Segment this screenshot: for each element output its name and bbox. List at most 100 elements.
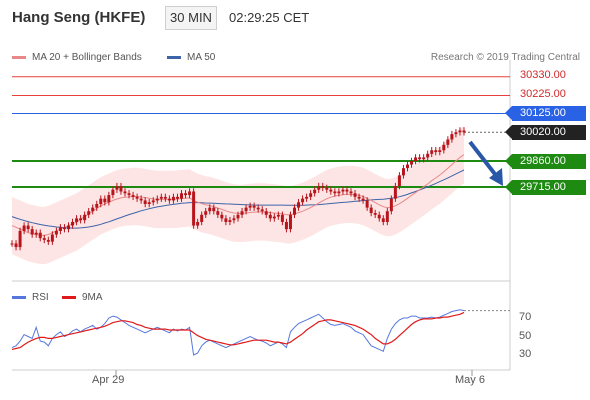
rsi-swatch <box>12 296 26 299</box>
rsi-line <box>11 309 465 356</box>
candle-body <box>369 207 373 213</box>
candle-body <box>151 200 155 203</box>
candle-body <box>123 191 127 194</box>
candle-body <box>196 221 200 226</box>
candle-body <box>365 200 369 208</box>
candle-body <box>240 211 244 215</box>
date-label-apr29: Apr 29 <box>92 374 125 386</box>
candle-body <box>293 207 296 215</box>
candle-body <box>349 191 353 194</box>
candle-body <box>175 196 179 199</box>
candle-body <box>143 200 147 205</box>
candle-body <box>147 202 151 205</box>
candle-body <box>67 225 70 230</box>
candle-body <box>410 161 414 165</box>
candle-body <box>280 214 284 222</box>
candle-body <box>430 150 434 154</box>
candle-body <box>159 196 163 199</box>
candle-body <box>99 198 103 205</box>
ma9-swatch <box>62 296 76 299</box>
bollinger-band <box>12 126 464 265</box>
timeframe-selector[interactable]: 30 MIN <box>165 6 217 30</box>
candle-body <box>309 193 313 197</box>
candle-body <box>276 214 280 217</box>
candle-body <box>192 191 196 226</box>
candle-body <box>26 225 30 230</box>
candle-body <box>155 198 159 201</box>
candle-body <box>446 139 450 145</box>
candle-body <box>83 214 87 221</box>
candle-body <box>385 211 389 222</box>
candle-body <box>389 198 393 212</box>
candle-body <box>264 211 268 215</box>
price-label-support: 29860.00 <box>505 153 586 169</box>
candle-body <box>422 157 426 160</box>
candle-body <box>58 227 62 231</box>
symbol-title: Hang Seng (HKFE) <box>12 9 146 26</box>
candle-body <box>135 196 139 199</box>
candle-body <box>301 198 305 203</box>
ma20-swatch <box>12 56 26 59</box>
candle-body <box>438 150 442 153</box>
legend-9ma-label: 9MA <box>82 292 103 303</box>
candle-body <box>46 239 50 242</box>
candle-body <box>127 193 131 196</box>
legend-ma50-label: MA 50 <box>187 52 216 63</box>
chart-header: Hang Seng (HKFE) 30 MIN 02:29:25 CET <box>0 0 590 36</box>
research-credit: Research © 2019 Trading Central <box>430 52 580 63</box>
candle-body <box>297 202 301 208</box>
candle-body <box>30 229 34 235</box>
candle-body <box>393 186 397 199</box>
candle-body <box>184 193 188 196</box>
candle-body <box>139 198 143 201</box>
candle-body <box>18 230 22 248</box>
candle-body <box>236 214 240 219</box>
candle-body <box>337 191 341 194</box>
timestamp: 02:29:25 CET <box>229 10 310 25</box>
candle-body <box>401 168 405 176</box>
candle-body <box>313 189 317 194</box>
candle-body <box>62 227 66 230</box>
candle-body <box>42 238 46 240</box>
rsi-ma-line <box>11 311 465 350</box>
candle-body <box>228 220 232 222</box>
candle-body <box>341 189 345 192</box>
forecast-arrow-head <box>489 168 503 186</box>
candle-body <box>317 186 321 190</box>
candle-body <box>224 218 228 222</box>
candle-body <box>252 205 256 208</box>
candle-body <box>442 144 446 151</box>
ma50-line <box>11 169 465 229</box>
candle-body <box>14 243 18 248</box>
ma50-swatch <box>167 56 181 59</box>
candle-body <box>107 195 111 203</box>
candle-body <box>256 207 260 210</box>
candle-body <box>208 207 212 212</box>
candle-body <box>418 157 422 160</box>
price-label-resistance: 30330.00 <box>520 68 566 81</box>
candle-body <box>91 207 95 212</box>
candle-body <box>325 187 329 190</box>
rsi-tick-label: 70 <box>519 311 532 323</box>
legend-ma20-label: MA 20 + Bollinger Bands <box>32 52 142 63</box>
candle-body <box>373 213 377 215</box>
candle-body <box>244 207 248 212</box>
date-label-may6: May 6 <box>455 374 485 386</box>
candle-body <box>268 214 272 219</box>
candle-body <box>103 198 107 203</box>
candle-body <box>216 211 220 215</box>
candle-body <box>87 211 91 215</box>
candle-body <box>458 130 462 133</box>
candle-body <box>333 191 337 194</box>
candle-body <box>10 243 14 245</box>
candle-body <box>22 225 26 231</box>
candle-body <box>38 232 42 239</box>
candle-body <box>34 232 38 235</box>
candle-body <box>115 186 119 190</box>
candle-body <box>200 214 204 222</box>
candle-body <box>131 195 135 197</box>
candle-body <box>305 196 309 199</box>
candle-body <box>204 211 208 215</box>
candle-body <box>357 196 361 199</box>
